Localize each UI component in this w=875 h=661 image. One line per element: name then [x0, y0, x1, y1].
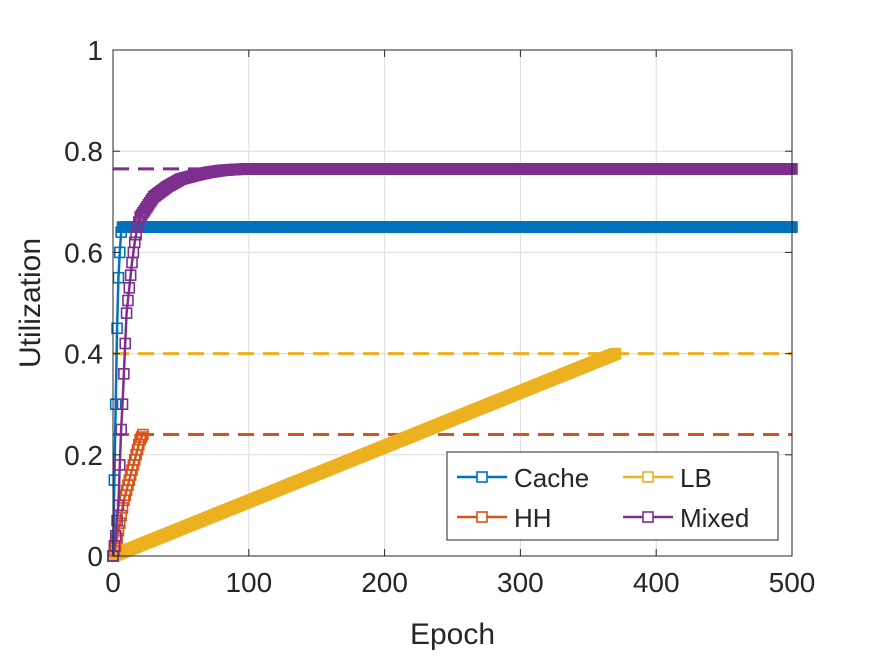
data-point-mixed — [109, 529, 122, 542]
legend-label: LB — [680, 463, 712, 493]
legend-item-cache: Cache — [457, 463, 589, 493]
x-tick-label: 0 — [105, 567, 121, 598]
legend-item-lb: LB — [623, 463, 712, 493]
data-point-mixed — [120, 307, 133, 319]
plot-frame — [112, 49, 793, 557]
data-point-mixed — [124, 269, 137, 281]
y-axis-label: Utilization — [14, 238, 47, 368]
data-point-cache — [111, 322, 123, 335]
legend-label: HH — [514, 503, 552, 533]
data-point-mixed — [122, 294, 134, 307]
legend-swatch-marker — [642, 511, 654, 523]
x-axis-label: Epoch — [410, 618, 495, 651]
series-hh — [107, 428, 149, 562]
legend-item-hh: HH — [457, 503, 552, 533]
data-point-lb — [609, 347, 622, 360]
y-tick-label: 0.6 — [64, 237, 103, 268]
x-tick-label: 100 — [225, 567, 272, 598]
series-mixed — [107, 163, 798, 562]
legend-swatch-marker — [476, 471, 488, 483]
legend: Cache HH LB Mixed — [446, 451, 779, 541]
series-layer — [107, 163, 798, 562]
x-tick-label: 300 — [497, 567, 544, 598]
data-point-mixed — [118, 368, 130, 380]
y-tick-label: 0.4 — [64, 339, 103, 370]
data-point-mixed — [123, 282, 136, 294]
legend-swatch-marker — [476, 511, 488, 523]
legend-swatch-marker — [642, 471, 654, 483]
data-point-cache — [109, 398, 122, 411]
y-tick-label: 0 — [87, 541, 103, 572]
x-tick-label: 500 — [769, 567, 816, 598]
legend-item-mixed: Mixed — [623, 503, 749, 533]
data-point-hh — [137, 428, 149, 441]
x-tick-label: 400 — [633, 567, 680, 598]
data-point-mixed — [113, 459, 126, 471]
data-point-mixed — [115, 423, 127, 436]
y-tick-label: 0.2 — [64, 440, 103, 471]
y-tick-label: 1 — [87, 35, 103, 66]
data-point-mixed — [130, 228, 142, 241]
y-tick-label: 0.8 — [64, 136, 103, 167]
x-tick-label: 200 — [361, 567, 408, 598]
data-point-mixed — [128, 236, 141, 249]
legend-label: Cache — [514, 463, 589, 493]
data-point-mixed — [116, 398, 129, 411]
legend-label: Mixed — [680, 503, 749, 533]
data-point-mixed — [111, 514, 123, 527]
data-point-mixed — [119, 337, 132, 350]
axis-ticks: 0 100 200 300 400 500 0 0.2 0.4 0.6 0.8 1 — [64, 35, 815, 598]
legend-box — [446, 451, 779, 541]
data-point-hh — [135, 431, 148, 443]
